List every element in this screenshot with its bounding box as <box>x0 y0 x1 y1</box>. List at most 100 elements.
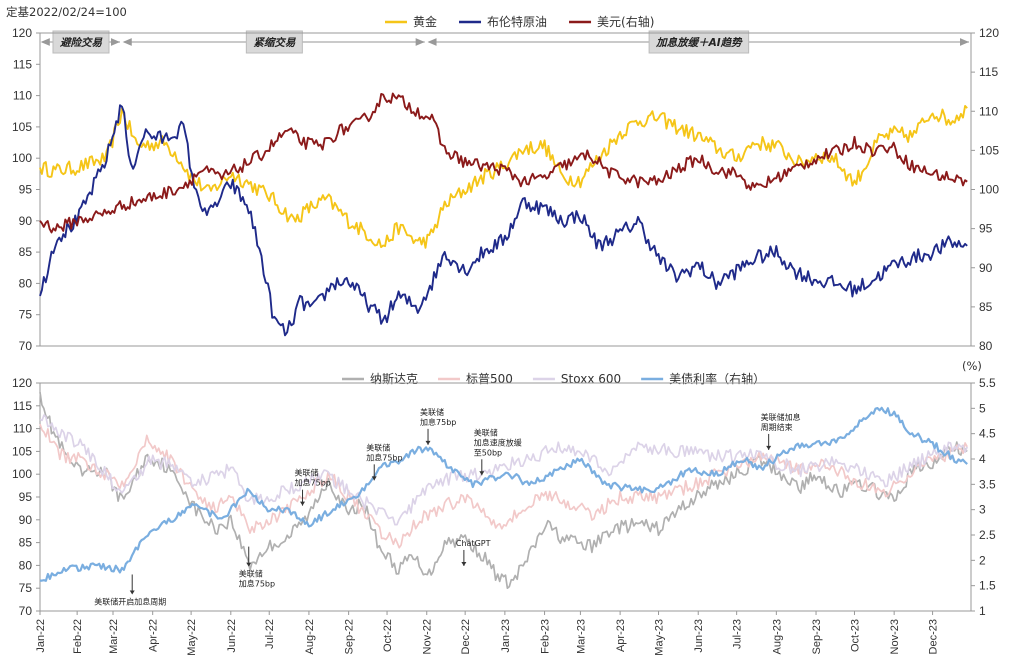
legend-item: 美债利率（右轴） <box>641 371 765 386</box>
bottom-right-tick-label: 1 <box>979 604 986 618</box>
x-tick-label: Jan-22 <box>35 619 47 653</box>
top-right-tick-label: 120 <box>979 26 999 40</box>
phase-bar: 避险交易 紧缩交易 加息放缓＋AI趋势 <box>40 30 969 54</box>
top-ylabel: 定基2022/02/24=100 <box>6 5 127 19</box>
series-line-f5c518 <box>39 104 968 249</box>
annotation-arrowhead <box>766 445 772 450</box>
top-left-tick-label: 75 <box>19 308 33 322</box>
series-line-8b1a1a <box>39 92 968 234</box>
bottom-right-tick-label: 4 <box>979 452 986 466</box>
bottom-left-tick-label: 105 <box>12 444 32 458</box>
top-left-tick-label: 85 <box>19 245 33 259</box>
bottom-right-tick-label: 5.5 <box>979 376 996 390</box>
x-tick-label: Nov-23 <box>889 619 901 654</box>
legend-label: 美元(右轴) <box>597 14 654 29</box>
top-plot-frame <box>39 32 972 347</box>
x-tick-label: Apr-23 <box>615 619 627 652</box>
annotation-text: 美联储 <box>366 442 390 452</box>
x-tick-label: Oct-23 <box>849 619 861 652</box>
bottom-left-tick-label: 95 <box>19 490 33 504</box>
top-right-tick-label: 105 <box>979 143 999 157</box>
phase-label: 紧缩交易 <box>253 36 296 49</box>
bottom-left-tick-label: 85 <box>19 536 33 550</box>
legend-label: Stoxx 600 <box>561 372 621 386</box>
bottom-right-tick-label: 1.5 <box>979 579 996 593</box>
bottom-left-tick-label: 120 <box>12 376 32 390</box>
annotation: ChatGPT <box>456 539 491 566</box>
top-left-tick-label: 90 <box>19 214 33 228</box>
x-tick-label: Sep-23 <box>811 619 823 654</box>
top-right-tick-label: 95 <box>979 222 993 236</box>
top-left-tick-label: 110 <box>13 89 32 103</box>
legend-label: 黄金 <box>413 14 437 29</box>
legend-item: 美元(右轴) <box>569 14 654 29</box>
top-panel: 定基2022/02/24=100 黄金 布伦特原油 美元(右轴) 避险交易 紧缩交易 加… <box>6 5 999 353</box>
annotation-text: 美联储 <box>295 468 319 478</box>
bottom-left-tick-label: 70 <box>19 604 33 618</box>
top-right-tick-label: 90 <box>979 261 993 275</box>
bottom-right-tick-label: 5 <box>979 401 986 415</box>
bottom-left-tick-label: 110 <box>13 422 32 436</box>
annotation-text: 美联储 <box>239 569 263 579</box>
bottom-axes: 70 75 80 85 90 95 100 105 110 115 120 1 1.5 2 2.5 3 3.5 4… <box>12 376 996 656</box>
top-series <box>39 92 968 337</box>
top-left-tick-label: 115 <box>13 57 32 71</box>
top-left-tick-label: 95 <box>19 183 33 197</box>
bottom-right-tick-label: 4.5 <box>979 427 996 441</box>
x-tick-label: Dec-23 <box>928 619 940 654</box>
phase-3: 加息放缓＋AI趋势 <box>427 30 969 54</box>
series-line-7aaee0 <box>40 406 968 582</box>
x-tick-label: Nov-22 <box>422 619 434 654</box>
legend-label: 美债利率（右轴） <box>669 371 765 386</box>
phase-box <box>52 30 110 54</box>
top-left-tick-label: 120 <box>12 26 32 40</box>
bottom-right-tick-label: 2 <box>979 553 986 567</box>
x-tick-label: Oct-22 <box>382 619 394 652</box>
legend-label: 标普500 <box>466 372 513 386</box>
x-tick-label: Jun-22 <box>226 619 238 653</box>
bottom-left-tick-label: 90 <box>19 513 33 527</box>
bottom-series <box>39 391 968 590</box>
annotation-text: 美联储开启加息周期 <box>94 596 166 606</box>
x-tick-label: Feb-23 <box>540 619 552 654</box>
annotation-text: 加息75bp <box>295 478 331 488</box>
x-tick-label: Jul-22 <box>264 619 276 649</box>
bottom-left-tick-label: 75 <box>19 581 33 595</box>
x-tick-label: Dec-22 <box>460 619 472 654</box>
x-tick-label: Feb-22 <box>72 619 84 654</box>
legend-item: 黄金 <box>385 14 437 29</box>
annotation-text: 至50bp <box>474 448 502 457</box>
legend-item: 标普500 <box>438 372 513 386</box>
top-right-tick-label: 85 <box>979 300 993 314</box>
x-tick-label: Jan-23 <box>500 619 512 653</box>
legend-item: Stoxx 600 <box>532 372 621 386</box>
top-left-tick-label: 100 <box>12 151 32 165</box>
bottom-right-tick-label: 3.5 <box>979 477 996 491</box>
bottom-panel: (%) 纳斯达克 标普500 Stoxx 600 美债利率（右轴） 70 75 80 85 9… <box>12 359 996 656</box>
annotation-arrowhead <box>371 476 377 481</box>
phase-label: 避险交易 <box>60 36 103 49</box>
legend-label: 纳斯达克 <box>370 372 418 386</box>
x-tick-label: Sep-22 <box>344 619 356 654</box>
annotation-text: 加息75bp <box>366 452 402 462</box>
x-tick-label: Jul-23 <box>732 619 744 649</box>
top-left-tick-label: 70 <box>19 339 33 353</box>
annotation: 美联储开启加息周期 <box>94 574 166 606</box>
top-right-tick-label: 100 <box>979 183 999 197</box>
annotation-arrowhead <box>425 440 431 445</box>
series-line-dcd3e8 <box>39 414 968 526</box>
x-tick-label: May-22 <box>186 619 198 656</box>
bottom-left-tick-label: 80 <box>19 558 33 572</box>
top-legend: 黄金 布伦特原油 美元(右轴) <box>385 14 654 29</box>
x-tick-label: Aug-23 <box>771 619 783 654</box>
top-left-tick-label: 105 <box>12 120 32 134</box>
phase-box <box>245 30 303 54</box>
x-tick-label: May-23 <box>654 619 666 656</box>
phase-2: 紧缩交易 <box>122 30 425 54</box>
annotation-arrowhead <box>479 471 485 476</box>
annotation-arrowhead <box>129 590 135 595</box>
legend-item: 布伦特原油 <box>459 14 547 29</box>
top-right-tick-label: 80 <box>979 339 993 353</box>
